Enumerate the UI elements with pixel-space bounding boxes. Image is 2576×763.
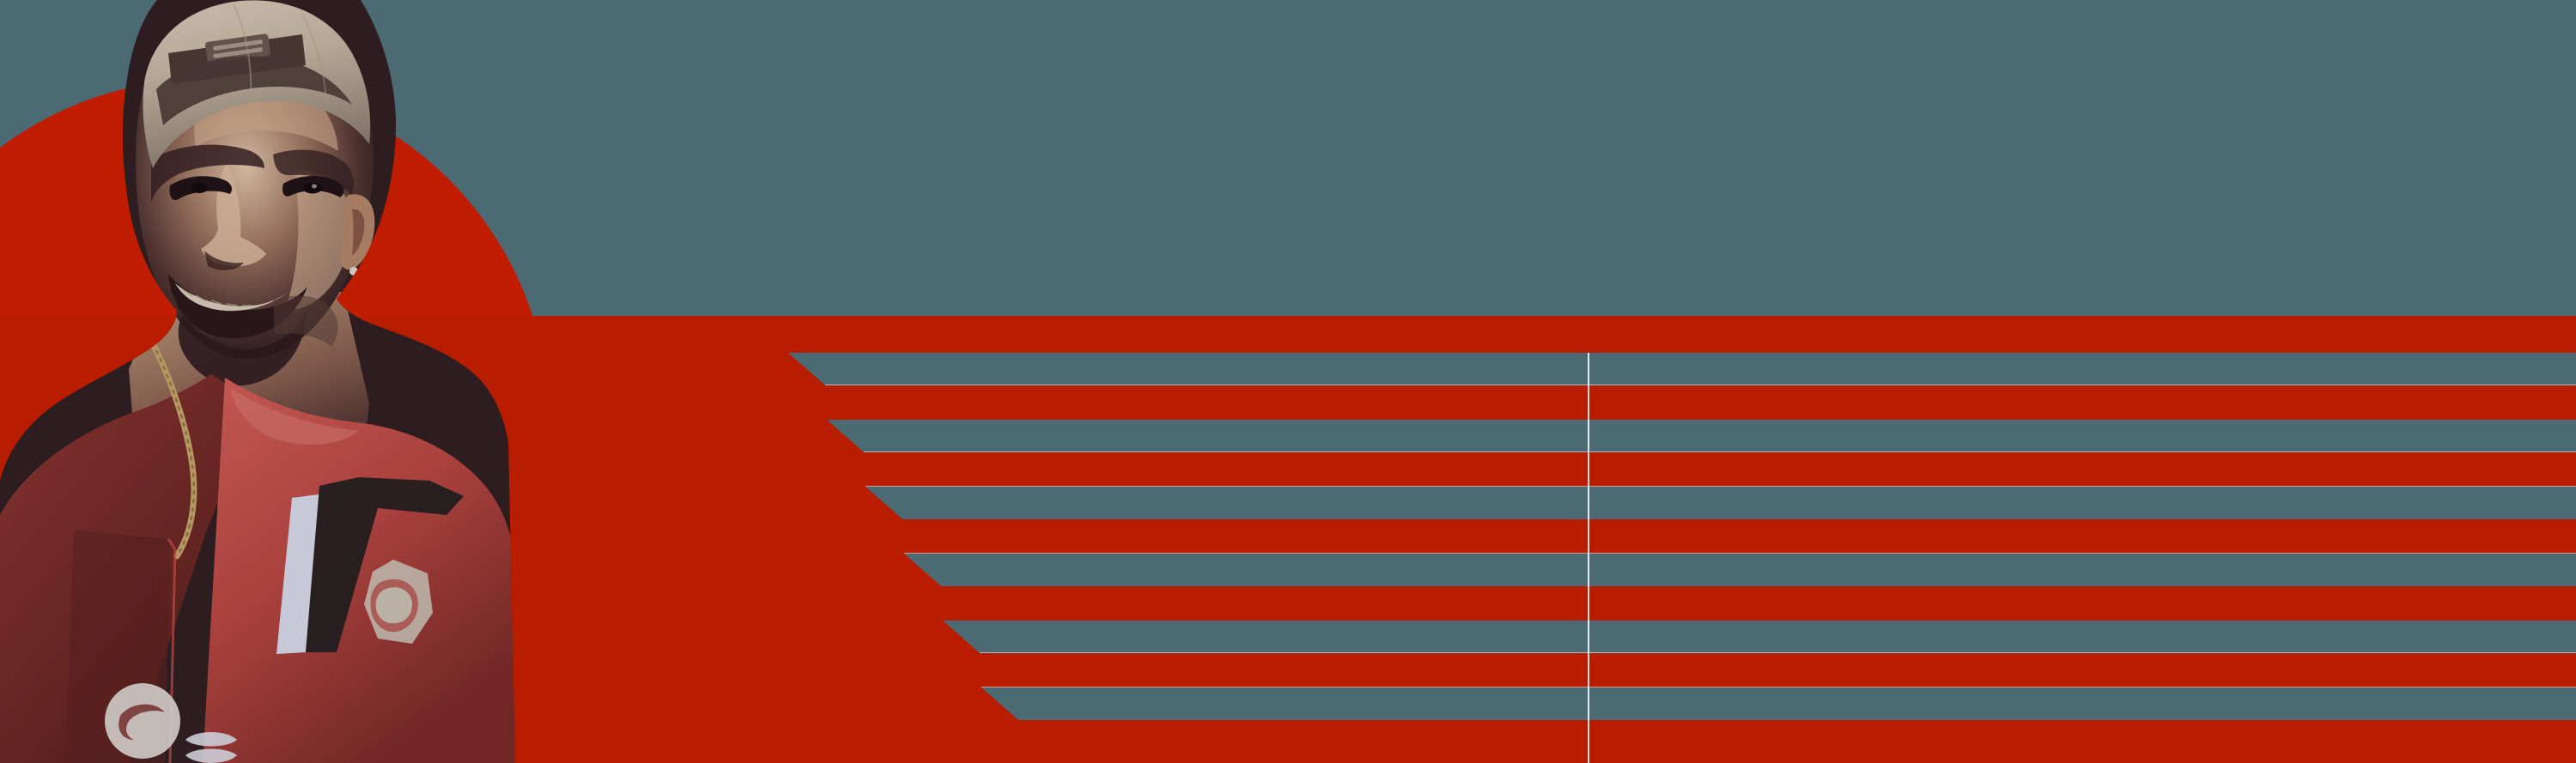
right-eye [282, 176, 344, 197]
beard [178, 311, 307, 386]
sec-patch [105, 683, 180, 759]
shoulder-strap [306, 477, 464, 652]
left-eye [169, 176, 232, 201]
athlete-portrait: Smiling man wearing a backwards tan cap … [0, 0, 515, 763]
nose [201, 163, 266, 267]
stripe-gap [788, 353, 2576, 385]
stripe-gap [904, 554, 2576, 586]
stripe-gap-hairline [864, 451, 2576, 452]
stripe-gap-hairline [866, 486, 2576, 487]
stripe-gap-hairline [980, 652, 2576, 653]
stripe-gap [981, 687, 2576, 720]
vertical-divider-rule [1588, 353, 1589, 763]
jersey-white-stripe [276, 494, 319, 654]
baseball-cap [143, 0, 371, 169]
gamecock-logo-patch [364, 560, 433, 644]
teeth [175, 283, 290, 312]
brand-logo [185, 732, 237, 763]
cap-brim-shadow [156, 56, 352, 125]
stripe-gap [827, 420, 2576, 452]
stripe-gap [943, 621, 2576, 653]
stripe-gap-hairline [904, 553, 2576, 554]
mouth [168, 275, 307, 339]
stripe-gap [866, 487, 2576, 519]
